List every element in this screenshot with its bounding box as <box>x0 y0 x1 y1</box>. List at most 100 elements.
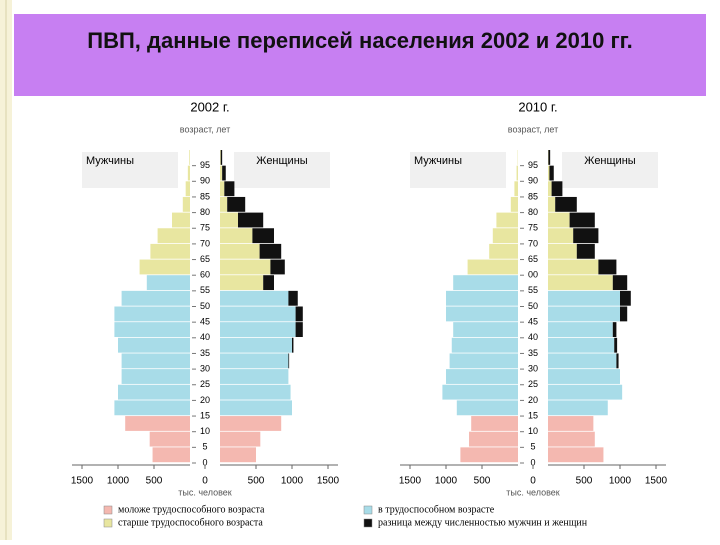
x-axis-label: тыс. человек <box>506 487 560 497</box>
title-banner <box>14 14 706 96</box>
legend-entry: Женщины <box>584 155 635 167</box>
x-tick-label: 1500 <box>645 476 668 487</box>
bar <box>140 260 190 275</box>
y-tick-label: 30 <box>528 363 538 373</box>
y-tick-label: 50 <box>528 301 538 311</box>
bar <box>548 322 613 337</box>
difference-bar <box>570 213 595 228</box>
bar <box>548 213 570 228</box>
x-tick-label: 1000 <box>107 476 130 487</box>
bar <box>548 369 620 384</box>
bar <box>548 307 620 322</box>
difference-bar <box>221 150 222 165</box>
difference-bar <box>555 197 577 212</box>
bar <box>548 432 595 447</box>
legend-swatch <box>364 506 372 514</box>
difference-bar <box>620 291 631 306</box>
bar <box>442 385 518 400</box>
difference-bar <box>296 307 303 322</box>
bar <box>453 322 518 337</box>
bar <box>452 338 518 353</box>
bar <box>220 228 252 243</box>
bar <box>183 197 190 212</box>
y-tick-label: 5 <box>530 442 535 452</box>
difference-bar <box>260 244 282 259</box>
x-tick-label: 500 <box>146 476 163 487</box>
difference-bar <box>263 275 274 290</box>
bar <box>172 213 190 228</box>
bar <box>122 369 190 384</box>
y-tick-label: 70 <box>200 238 210 248</box>
bar <box>220 181 224 196</box>
difference-bar <box>224 181 234 196</box>
difference-bar <box>548 150 550 165</box>
x-tick-label: 0 <box>202 476 208 487</box>
bar <box>548 447 603 462</box>
difference-bar <box>549 166 553 181</box>
bar <box>468 260 518 275</box>
bar <box>450 353 518 368</box>
y-tick-label: 35 <box>200 348 210 358</box>
bar <box>220 150 221 165</box>
y-tick-label: 80 <box>200 207 210 217</box>
bar <box>220 260 270 275</box>
y-tick-label: 65 <box>200 254 210 264</box>
legend-swatch <box>364 519 372 527</box>
y-axis-label: возраст, лет <box>508 124 558 134</box>
difference-bar <box>613 322 617 337</box>
bar <box>548 291 620 306</box>
bar <box>446 369 518 384</box>
y-tick-label: 45 <box>200 317 210 327</box>
bar <box>150 432 190 447</box>
bar <box>514 181 518 196</box>
x-axis-label: тыс. человек <box>178 487 232 497</box>
y-tick-label: 90 <box>200 176 210 186</box>
difference-bar <box>238 213 263 228</box>
x-tick-label: 1500 <box>71 476 94 487</box>
y-tick-label: 30 <box>200 363 210 373</box>
bar <box>493 228 518 243</box>
bar <box>496 213 518 228</box>
difference-bar <box>577 244 595 259</box>
x-tick-label: 1000 <box>435 476 458 487</box>
bar <box>220 166 222 181</box>
y-tick-label: 35 <box>528 348 538 358</box>
difference-bar <box>252 228 274 243</box>
bar <box>122 291 190 306</box>
bar <box>147 275 190 290</box>
bar <box>469 432 518 447</box>
difference-bar <box>598 260 616 275</box>
bar <box>548 260 598 275</box>
bar <box>118 385 190 400</box>
bar <box>220 447 256 462</box>
difference-bar <box>552 181 563 196</box>
y-tick-label: 75 <box>528 223 538 233</box>
bar <box>220 400 292 415</box>
y-tick-label: 20 <box>528 395 538 405</box>
bar <box>548 385 622 400</box>
bar <box>186 181 190 196</box>
bar <box>457 400 518 415</box>
x-tick-label: 1500 <box>317 476 340 487</box>
bar <box>150 244 190 259</box>
bar <box>118 338 190 353</box>
x-tick-label: 1000 <box>281 476 304 487</box>
bar <box>220 197 227 212</box>
bar <box>220 416 281 431</box>
legend-label: разница между численностью мужчин и женщ… <box>378 517 588 528</box>
legend-swatch <box>104 519 112 527</box>
bar <box>158 228 190 243</box>
chart-title: 2010 г. <box>518 99 557 114</box>
y-tick-label: 55 <box>528 285 538 295</box>
bar <box>188 166 190 181</box>
bar <box>548 228 573 243</box>
bar <box>220 353 288 368</box>
y-tick-label: 25 <box>200 379 210 389</box>
x-tick-label: 500 <box>576 476 593 487</box>
bar <box>446 291 518 306</box>
y-tick-label: 80 <box>528 207 538 217</box>
y-tick-label: 40 <box>200 332 210 342</box>
legend-entry: Мужчины <box>86 155 134 167</box>
bar <box>125 416 190 431</box>
y-tick-label: 60 <box>200 270 210 280</box>
